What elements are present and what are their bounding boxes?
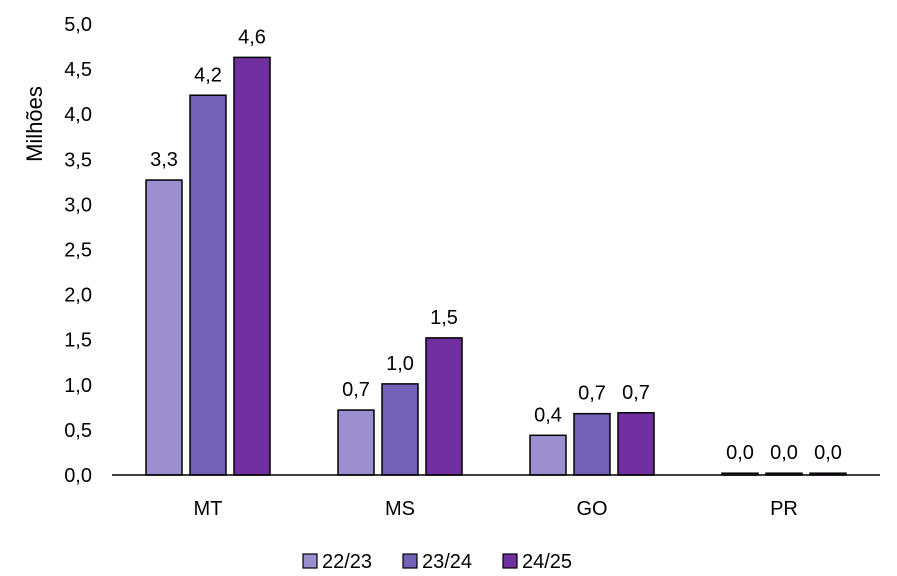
data-label: 1,0: [386, 353, 414, 375]
y-tick-label: 0,0: [64, 465, 92, 487]
y-tick-label: 2,0: [64, 285, 92, 307]
y-tick-label: 2,5: [64, 240, 92, 262]
data-label: 0,7: [578, 383, 606, 405]
bars-group: [145, 56, 847, 476]
data-label: 0,0: [770, 442, 798, 464]
legend: 22/23 23/24 24/25: [302, 551, 572, 573]
data-label: 0,0: [726, 442, 754, 464]
bar-ms-24-25: [425, 337, 463, 476]
y-tick-label: 0,5: [64, 420, 92, 442]
legend-swatch: [502, 553, 518, 569]
legend-label: 24/25: [522, 551, 572, 573]
bar-mt-22-23: [145, 179, 183, 476]
x-category-label: PR: [770, 498, 798, 520]
data-label: 0,0: [814, 442, 842, 464]
bar-mt-24-25: [233, 56, 271, 476]
x-axis: MT MS GO PR: [194, 498, 798, 520]
y-tick-label: 1,0: [64, 375, 92, 397]
legend-swatch: [402, 553, 418, 569]
x-category-label: GO: [576, 498, 607, 520]
y-tick-label: 4,0: [64, 104, 92, 126]
data-label: 1,5: [430, 307, 458, 329]
bar-go-22-23: [529, 434, 567, 476]
y-tick-label: 4,5: [64, 59, 92, 81]
data-label: 0,7: [622, 382, 650, 404]
y-axis: 0,0 0,5 1,0 1,5 2,0 2,5 3,0 3,5 4,0 4,5 5,0: [64, 14, 92, 487]
bar-ms-23-24: [381, 383, 419, 476]
bar-ms-22-23: [337, 409, 375, 476]
data-label: 3,3: [150, 149, 178, 171]
legend-label: 22/23: [322, 551, 372, 573]
bar-go-24-25: [617, 412, 655, 476]
bar-mt-23-24: [189, 94, 227, 476]
y-axis-title: Milhões: [22, 86, 47, 162]
y-tick-label: 5,0: [64, 14, 92, 36]
data-labels-group: 3,3 4,2 4,6 0,7 1,0 1,5 0,4 0,7 0,7 0,0 0,0 0,0: [150, 26, 842, 464]
y-tick-label: 3,5: [64, 149, 92, 171]
x-category-label: MS: [385, 498, 415, 520]
data-label: 4,6: [238, 26, 266, 48]
data-label: 0,4: [534, 404, 562, 426]
data-label: 0,7: [342, 379, 370, 401]
y-tick-label: 1,5: [64, 330, 92, 352]
data-label: 4,2: [194, 64, 222, 86]
legend-swatch: [302, 553, 318, 569]
x-category-label: MT: [194, 498, 223, 520]
y-tick-label: 3,0: [64, 194, 92, 216]
bar-go-23-24: [573, 412, 611, 476]
legend-label: 23/24: [422, 551, 472, 573]
